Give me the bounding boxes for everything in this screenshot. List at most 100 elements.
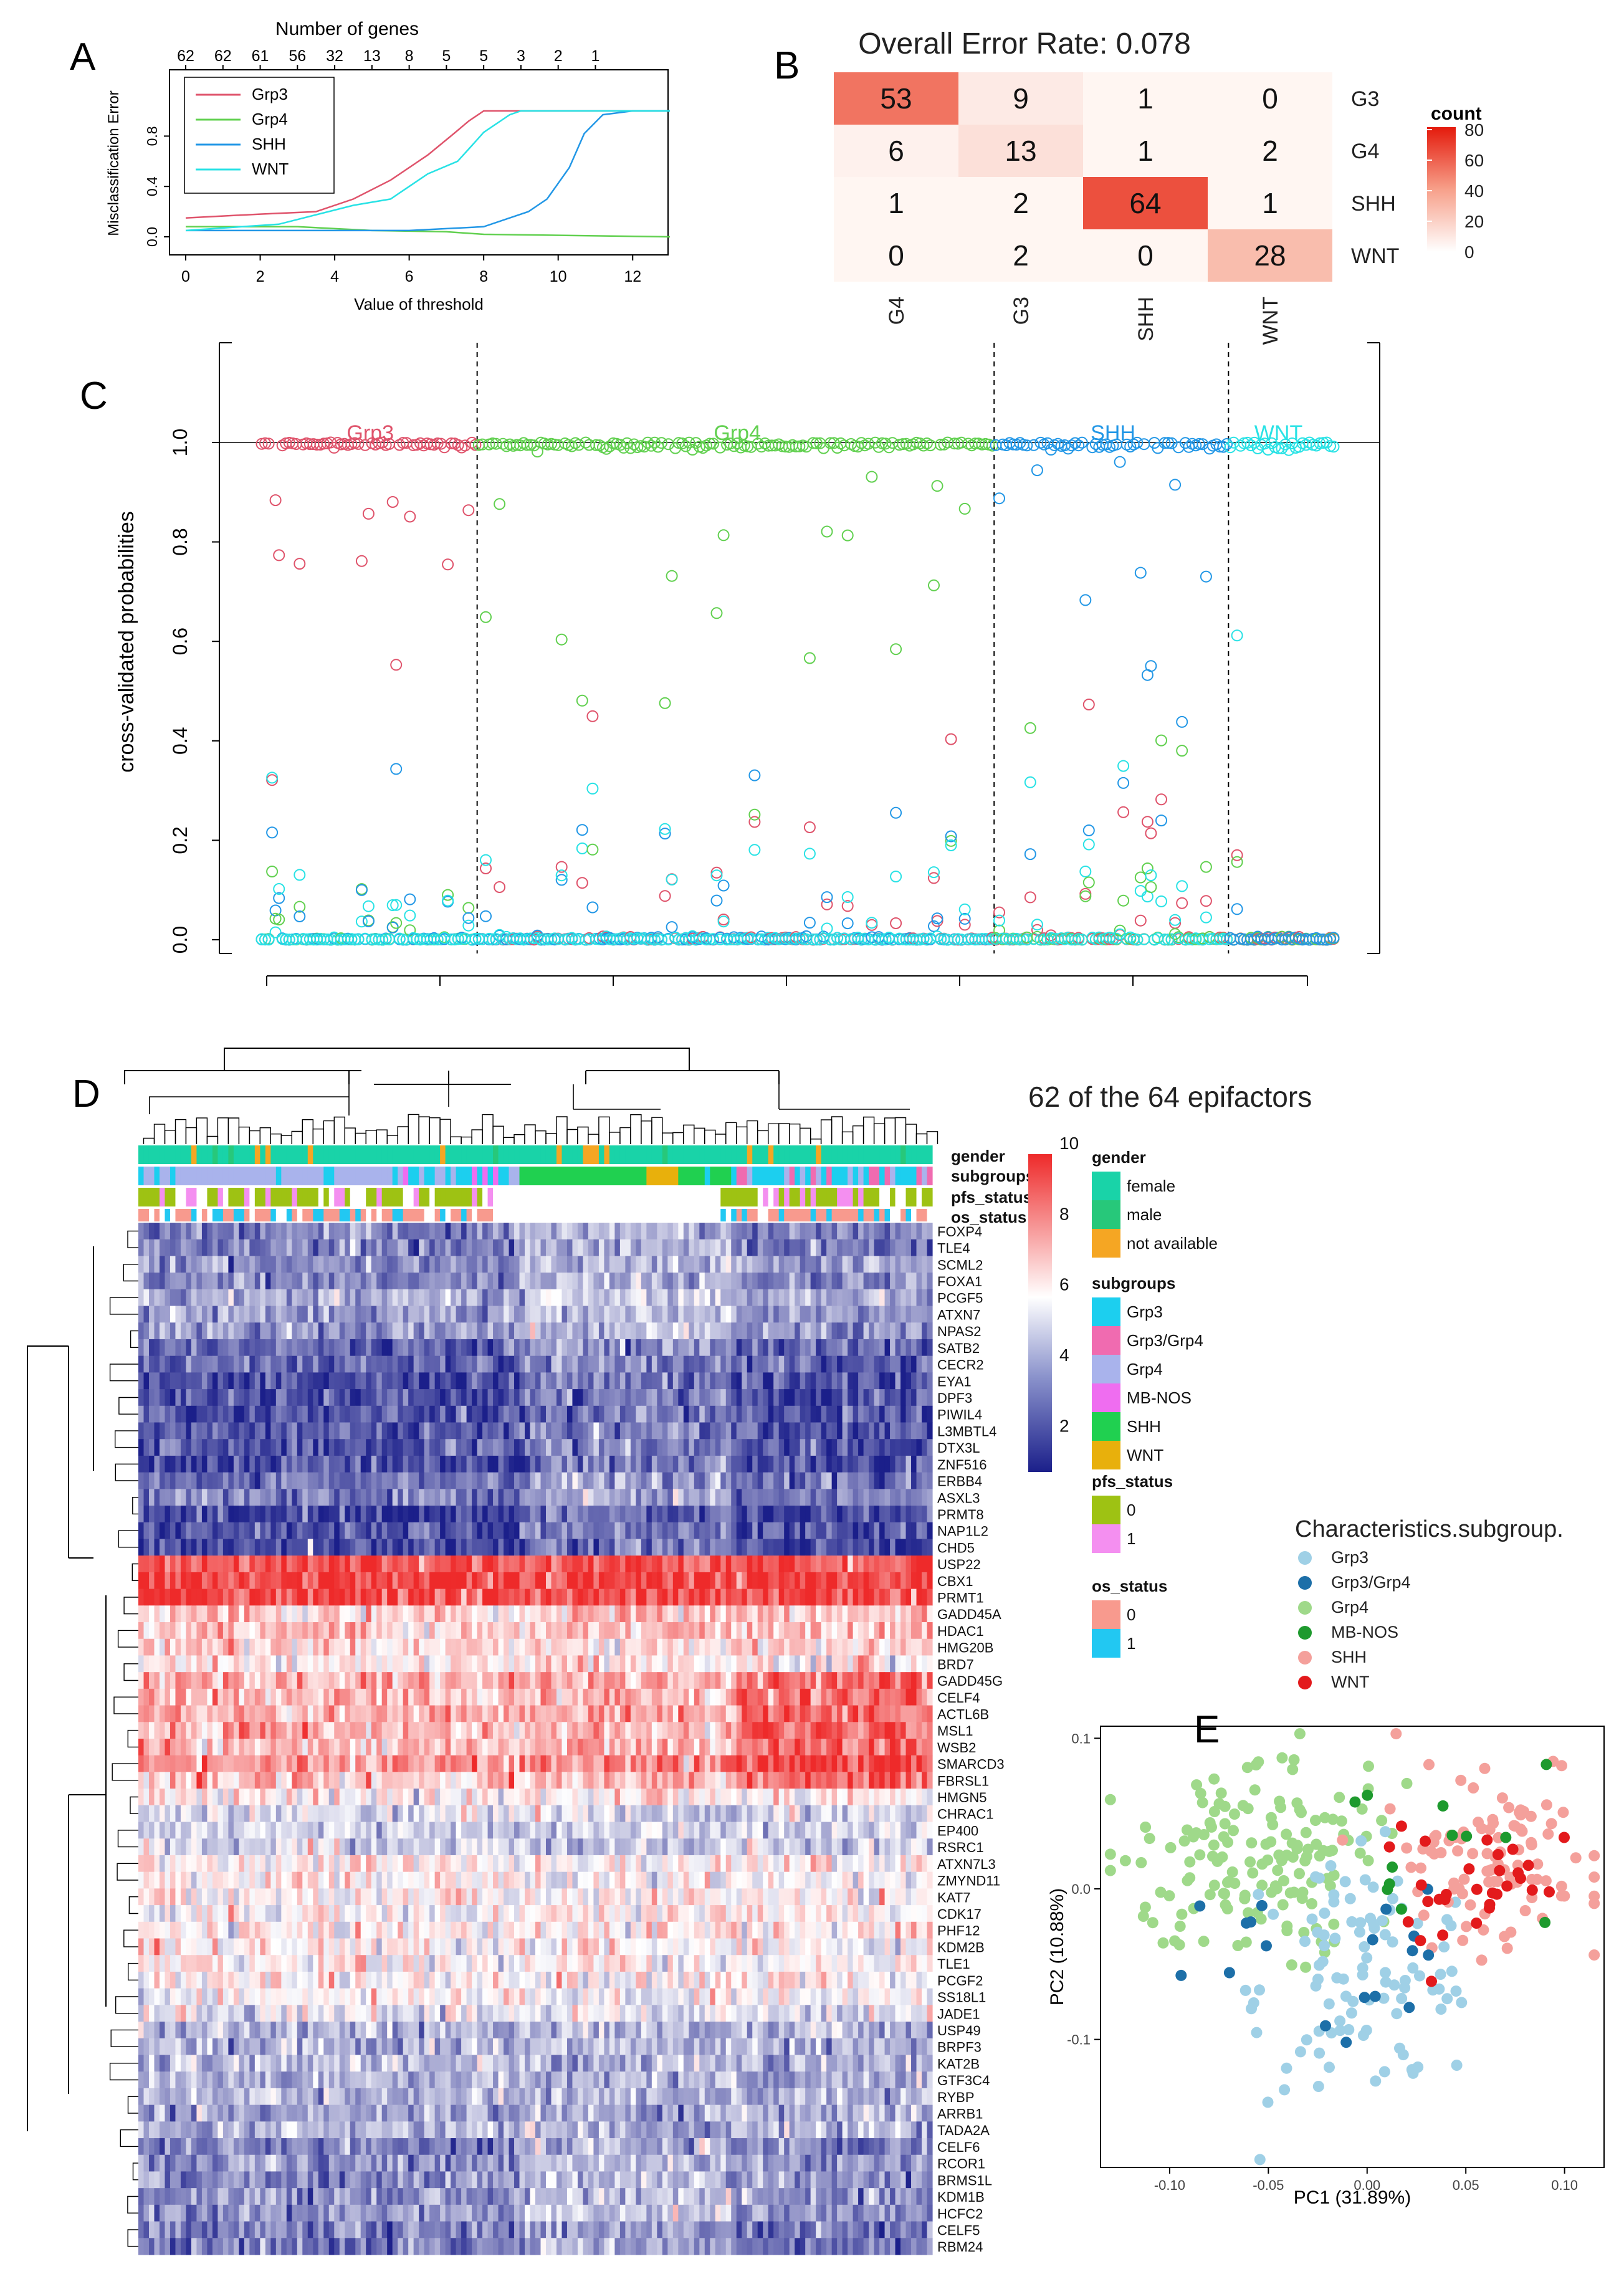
heat-cell [657, 1289, 663, 1307]
heat-cell [651, 1239, 657, 1257]
heat-cell [265, 1489, 271, 1506]
heat-cell [413, 1422, 419, 1440]
heat-cell [159, 1489, 166, 1506]
heat-cell [487, 1322, 494, 1340]
heat-cell [530, 1489, 536, 1506]
heat-cell [784, 1472, 790, 1489]
heat-cell [636, 1372, 642, 1390]
heat-cell [461, 1422, 467, 1440]
heat-cell [191, 1422, 198, 1440]
annotation-cell [239, 1188, 245, 1206]
annotation-cell [630, 1167, 636, 1185]
annotation-cell [222, 1188, 229, 1206]
annotation-cell [667, 1188, 674, 1206]
prob-point [1138, 438, 1150, 451]
heat-cell [440, 1439, 446, 1456]
annotation-cell [641, 1188, 647, 1206]
heat-cell [895, 1506, 901, 1523]
annotation-cell [884, 1167, 891, 1185]
heat-cell [376, 1489, 383, 1506]
panel-a-top-ticks: 62 62 61 56 32 13 8 5 5 3 2 1 [177, 47, 599, 70]
heat-cell [239, 1289, 245, 1307]
heat-cell [805, 1223, 811, 1240]
heat-cell [334, 1322, 340, 1340]
annotation-cell [212, 1188, 218, 1206]
row-dendro-leaf [109, 1364, 138, 1382]
heat-cell [641, 1472, 647, 1489]
heat-cell [170, 1273, 176, 1290]
heat-cell [784, 1455, 790, 1473]
heat-cell [742, 1289, 748, 1307]
heat-cell [281, 1372, 287, 1390]
heat-cell [472, 1339, 478, 1357]
annotation-cell [657, 1145, 663, 1164]
annotation-cell [413, 1145, 419, 1164]
heat-cell [270, 1339, 277, 1357]
heat-cell [509, 1506, 515, 1523]
dendro-leaf [715, 1134, 727, 1144]
heat-cell [789, 1472, 795, 1489]
heat-cell [672, 1489, 679, 1506]
dendro-leaf [270, 1134, 282, 1144]
heat-cell [519, 1405, 525, 1423]
prob-point [704, 437, 716, 450]
heat-cell [275, 1339, 282, 1357]
heat-cell [413, 1489, 419, 1506]
heat-cell [747, 1289, 753, 1307]
heat-cell [186, 1472, 192, 1489]
heat-cell [667, 1355, 674, 1373]
prob-point [958, 919, 971, 931]
heat-cell [535, 1239, 542, 1257]
heat-cell [884, 1455, 891, 1473]
annotation-cell [900, 1145, 907, 1164]
prob-point [945, 733, 957, 745]
heat-cell [212, 1422, 218, 1440]
heat-cell [392, 1339, 398, 1357]
annotation-cell [646, 1167, 652, 1185]
heat-cell [260, 1306, 266, 1323]
heat-cell [387, 1439, 393, 1456]
heat-cell [461, 1289, 467, 1307]
heat-cell [509, 1372, 515, 1390]
heat-cell [662, 1489, 668, 1506]
heat-cell [201, 1472, 208, 1489]
heat-cell [636, 1405, 642, 1423]
heat-cell [662, 1306, 668, 1323]
heat-cell [863, 1339, 869, 1357]
heat-cell [641, 1306, 647, 1323]
heat-cell [254, 1389, 260, 1407]
prob-point [269, 494, 282, 507]
heat-cell [222, 1239, 229, 1257]
heat-cell [323, 1522, 330, 1540]
heat-cell [795, 1372, 801, 1390]
heat-cell [694, 1223, 700, 1240]
heat-cell [281, 1455, 287, 1473]
heat-cell [419, 1306, 425, 1323]
heat-cell [350, 1239, 356, 1257]
heat-cell [281, 1405, 287, 1423]
prob-point [390, 763, 403, 775]
heat-cell [683, 1489, 689, 1506]
heat-cell [381, 1472, 388, 1489]
heat-cell [487, 1405, 494, 1423]
heat-cell [297, 1372, 303, 1390]
heat-cell [625, 1322, 631, 1340]
annotation-cell [800, 1209, 806, 1221]
annotation-cell [350, 1167, 356, 1185]
annotation-cell [387, 1188, 393, 1206]
heat-cell [752, 1422, 758, 1440]
heat-cell [201, 1422, 208, 1440]
annotation-cell [879, 1145, 886, 1164]
annotation-cell [387, 1145, 393, 1164]
cell [958, 125, 1083, 177]
heat-cell [572, 1289, 578, 1307]
heat-cell [376, 1223, 383, 1240]
prob-point [1165, 437, 1178, 449]
annotation-cell [710, 1145, 716, 1164]
heat-cell [768, 1322, 774, 1340]
heat-cell [683, 1256, 689, 1273]
heat-cell [339, 1306, 345, 1323]
heat-cell [212, 1405, 218, 1423]
heat-cell [292, 1422, 298, 1440]
heat-cell [519, 1489, 525, 1506]
